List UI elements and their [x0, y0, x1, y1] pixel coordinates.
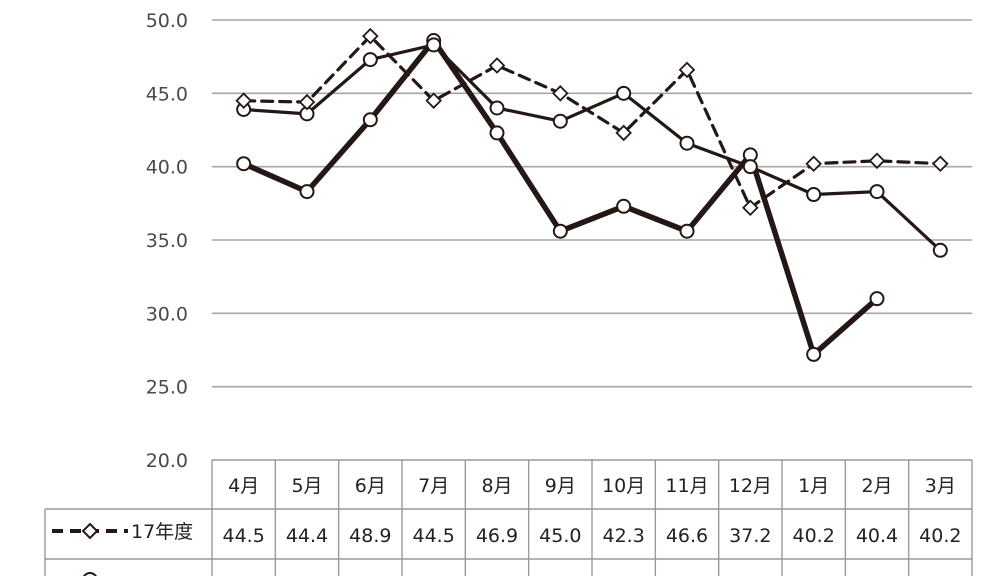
data-point-circle	[489, 100, 505, 116]
table-value-cell: 44.5	[223, 525, 265, 547]
data-point-circle	[362, 112, 378, 128]
data-point-circle	[299, 184, 315, 200]
y-tick-label: 25.0	[146, 377, 188, 399]
data-point-diamond	[742, 199, 759, 217]
y-tick-label: 20.0	[146, 450, 188, 472]
table-value-cell: 44.4	[286, 525, 328, 547]
x-category-label: 1月	[798, 475, 829, 497]
data-point-circle	[679, 135, 695, 151]
data-point-circle	[932, 242, 948, 258]
x-category-label: 7月	[418, 475, 449, 497]
table-value-cell: 40.2	[793, 525, 835, 547]
x-category-label: 5月	[291, 475, 322, 497]
x-category-label: 4月	[228, 475, 259, 497]
table-value-cell: 46.9	[476, 525, 518, 547]
x-category-label: 8月	[481, 475, 512, 497]
x-category-label: 12月	[729, 475, 772, 497]
x-category-label: 10月	[602, 475, 645, 497]
data-point-circle	[869, 291, 885, 307]
x-category-label: 9月	[545, 475, 576, 497]
data-point-diamond	[298, 93, 316, 111]
legend-diamond-icon	[81, 522, 99, 540]
data-point-circle	[236, 156, 252, 172]
table-value-cell: 37.2	[729, 525, 771, 547]
data-point-diamond	[805, 155, 822, 173]
table-value-cell: 48.9	[349, 525, 391, 547]
data-point-diamond	[868, 152, 886, 170]
table-value-cell: 45.0	[539, 525, 581, 547]
table-value-cell: 44.5	[413, 525, 455, 547]
data-point-circle	[742, 159, 758, 175]
data-point-circle	[362, 52, 378, 68]
y-tick-label: 50.0	[146, 10, 188, 32]
data-point-circle	[806, 187, 822, 203]
series-lines	[240, 34, 942, 358]
series-line-2	[242, 43, 942, 252]
data-point-circle	[806, 346, 822, 362]
data-point-diamond	[615, 124, 632, 142]
data-point-circle	[616, 198, 632, 214]
y-tick-label: 30.0	[146, 303, 188, 325]
gridlines	[212, 19, 972, 388]
data-point-circle	[869, 184, 885, 200]
data-table: 4月 5月 6月 7月 8月 9月 10月 11月 12月 1月 2月 3月 17年度 44.5 44.4 4…	[44, 459, 973, 581]
data-point-diamond	[425, 92, 442, 109]
data-point-circle	[426, 37, 442, 53]
table-value-cell: 40.4	[856, 525, 898, 547]
data-point-diamond	[235, 92, 252, 109]
table-value-cell: 46.6	[666, 525, 708, 547]
y-axis-ticks: 50.0 45.0 40.0 35.0 30.0 25.0 20.0	[146, 10, 188, 472]
data-point-diamond	[488, 57, 506, 74]
legend-label-17: 17年度	[131, 521, 193, 543]
data-point-circle	[489, 125, 505, 141]
data-point-circle	[552, 113, 568, 129]
table-value-cell: 40.2	[919, 525, 961, 547]
data-point-diamond	[932, 155, 949, 173]
x-category-label: 6月	[355, 475, 386, 497]
series-line-1	[242, 34, 942, 210]
y-tick-label: 35.0	[146, 230, 188, 252]
data-point-diamond	[678, 61, 696, 79]
data-point-diamond	[552, 85, 569, 102]
x-category-label: 11月	[665, 475, 708, 497]
y-tick-label: 40.0	[146, 157, 188, 179]
data-point-circle	[679, 223, 695, 239]
x-category-label: 3月	[925, 475, 956, 497]
series-markers	[235, 27, 949, 362]
table-value-cell: 42.3	[603, 525, 645, 547]
data-point-diamond	[362, 27, 379, 45]
x-category-label: 2月	[861, 475, 892, 497]
data-point-circle	[616, 85, 632, 101]
data-point-circle	[552, 223, 568, 239]
y-tick-label: 45.0	[146, 83, 188, 105]
